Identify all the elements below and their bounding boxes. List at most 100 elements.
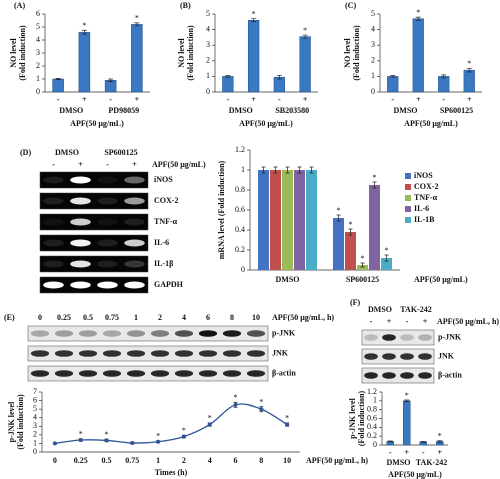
blot-band <box>70 281 91 289</box>
point <box>52 441 57 446</box>
panel-label: (D) <box>20 148 31 157</box>
point <box>285 422 290 427</box>
x-tick-label: + <box>82 95 87 104</box>
x-tick-label: 4 <box>208 456 212 465</box>
significance-marker: * <box>303 26 307 35</box>
y-axis-label: (Fold induction) <box>357 390 366 446</box>
legend-label: TNF-α <box>414 193 438 202</box>
group-label: DMSO <box>59 106 83 115</box>
bar <box>258 170 269 270</box>
error-bar <box>55 78 61 80</box>
group-label: SB203580 <box>275 106 309 115</box>
significance-marker: * <box>208 414 212 423</box>
x-axis-label: APF(50 μg/mL) <box>414 275 468 284</box>
blot-band <box>30 330 50 337</box>
bar <box>345 232 356 270</box>
blot-band <box>126 350 146 357</box>
y-axis-label: (Fold induction) <box>18 25 27 81</box>
point <box>78 438 83 442</box>
blot-band <box>78 370 98 377</box>
error-bar <box>415 16 421 21</box>
blot-group-label: TAK-242 <box>400 305 431 314</box>
y-tick-label: 1 <box>36 74 40 83</box>
blot-band <box>43 176 64 184</box>
x-tick-label: 0.75 <box>125 456 139 465</box>
x-tick-label: 10 <box>283 456 291 465</box>
blot-band <box>150 330 170 337</box>
lane-label: + <box>423 317 428 326</box>
blot-band <box>418 334 432 341</box>
x-annotation: APF(50 μg/mL, h) <box>306 456 368 465</box>
legend-label: COX-2 <box>414 182 438 191</box>
bar <box>463 69 475 93</box>
y-tick-label: 0 <box>206 87 210 96</box>
y-tick-label: 3 <box>206 40 210 49</box>
blot-band <box>70 176 91 184</box>
blot-band <box>78 330 98 337</box>
error-bar <box>225 75 231 78</box>
line <box>54 403 288 445</box>
blot-band <box>150 350 170 357</box>
y-tick-label: 3 <box>371 40 375 49</box>
error-bar <box>360 262 365 268</box>
blot-strip <box>39 276 149 294</box>
blot-band <box>364 372 378 379</box>
blot-band <box>70 239 91 247</box>
y-axis-label: (Fold induction) <box>186 25 195 81</box>
group-label: DMSO <box>229 106 253 115</box>
y-axis-label: p-JNK level <box>348 397 357 438</box>
x-tick-label: + <box>404 448 409 457</box>
blot-band <box>198 330 218 337</box>
blot-band <box>30 350 50 357</box>
y-axis-label: mRNA level (Fold induction) <box>217 160 226 259</box>
x-tick-label: - <box>422 448 425 457</box>
y-tick-label: 0.4 <box>367 422 377 431</box>
x-tick-label: 6 <box>234 456 238 465</box>
y-tick-label: 0 <box>373 440 377 449</box>
blot-band <box>97 239 118 247</box>
error-bar <box>276 74 282 80</box>
blot-band <box>43 281 64 289</box>
bar <box>104 80 117 93</box>
y-tick-label: 6 <box>36 9 40 18</box>
blot-band <box>246 370 266 377</box>
legend-label: iNOS <box>414 171 433 180</box>
x-tick-label: DMSO <box>276 275 300 284</box>
significance-marker: * <box>438 431 442 440</box>
lane-label: + <box>78 160 83 169</box>
significance-marker: * <box>416 8 420 17</box>
legend-swatch <box>405 206 411 212</box>
y-tick-label: 2 <box>371 56 375 65</box>
point <box>259 407 264 412</box>
panel-label: (E) <box>4 313 15 322</box>
blot-group-label: DMSO <box>55 148 79 157</box>
lane-label: 10 <box>252 313 260 322</box>
y-tick-label: 4 <box>36 35 40 44</box>
blot-band <box>102 330 122 337</box>
error-bar <box>390 75 396 78</box>
x-tick-label: + <box>437 448 442 457</box>
lane-label: - <box>52 160 55 169</box>
significance-marker: * <box>79 430 83 439</box>
y-axis-label: NO level <box>177 37 186 67</box>
error-bar <box>404 399 410 403</box>
legend-swatch <box>405 173 411 179</box>
blot-strip <box>27 365 269 382</box>
blot-strip <box>39 192 149 210</box>
x-tick-label: - <box>278 95 281 104</box>
legend-label: IL-6 <box>414 204 429 213</box>
blot-band <box>54 370 74 377</box>
blot-band <box>174 370 194 377</box>
blot-band <box>97 281 118 289</box>
y-tick-label: 1 <box>206 71 210 80</box>
y-tick-label: 1 <box>371 71 375 80</box>
blot-band <box>124 260 145 268</box>
y-tick-label: 0.8 <box>367 404 377 413</box>
y-axis-label: p-JNK level <box>7 401 16 442</box>
bar <box>357 265 368 270</box>
y-tick-label: 5 <box>33 404 37 413</box>
y-tick-label: 2 <box>36 61 40 70</box>
blot-band <box>150 370 170 377</box>
significance-marker: * <box>182 426 186 435</box>
significance-marker: * <box>105 430 109 439</box>
